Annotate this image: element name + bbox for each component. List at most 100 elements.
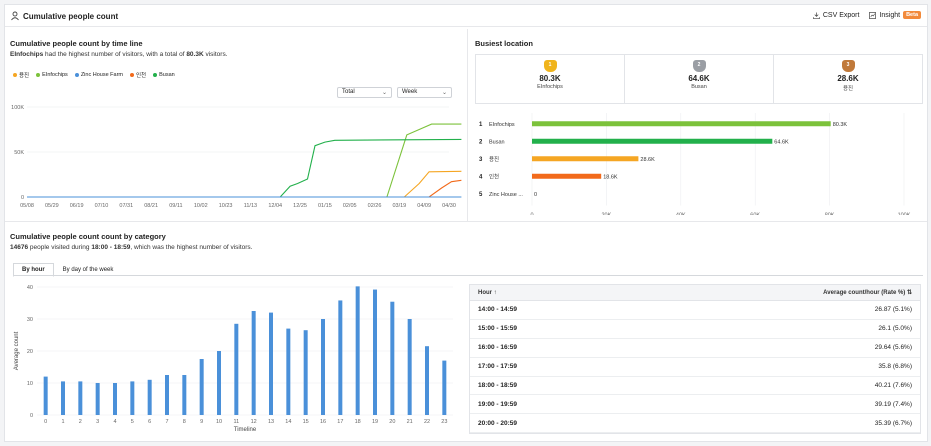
legend-dot [36, 73, 41, 77]
legend-item[interactable]: 인천 [130, 71, 146, 79]
aggregate-select-value: Total [342, 89, 355, 95]
timeline-subtitle: EInfochips had the highest number of vis… [10, 51, 228, 58]
x-tick-label: 07/31 [119, 203, 133, 209]
x-tick-label: 12/25 [293, 203, 307, 209]
x-tick-label: 10/02 [194, 203, 208, 209]
y-tick-label: 30 [27, 317, 33, 323]
x-tick-label: 15 [303, 419, 309, 425]
hour-bar [95, 383, 100, 415]
legend-dot [153, 73, 158, 77]
y-tick-label: 0 [30, 413, 33, 419]
timeline-top-value: 80.3K [186, 51, 204, 58]
busiest-title: Busiest location [475, 39, 533, 48]
x-tick-label: 40K [676, 213, 686, 216]
hour-bar [269, 312, 273, 415]
divider [467, 29, 468, 221]
rank-value: 28.6K [837, 74, 859, 83]
table-row: 20:00 - 20:59 35.39 (6.7%) [470, 414, 920, 434]
sort-icon: ⇅ [906, 290, 912, 296]
legend-item[interactable]: 용진 [13, 71, 29, 79]
x-tick-label: 13 [268, 419, 274, 425]
x-tick-label: 21 [407, 419, 413, 425]
x-tick-label: 7 [165, 419, 168, 425]
x-tick-label: 3 [96, 419, 99, 425]
tab-by-hour[interactable]: By hour [13, 263, 54, 277]
interval-select[interactable]: Week ⌄ [397, 87, 452, 98]
aggregate-select[interactable]: Total ⌄ [337, 87, 392, 98]
table-row: 15:00 - 15:59 26.1 (5.0%) [470, 320, 920, 339]
column-header-hour[interactable]: Hour ↑ [478, 290, 497, 296]
location-label: 용진 [489, 155, 499, 163]
x-tick-label: 4 [113, 419, 116, 425]
hour-cell: 17:00 - 17:59 [478, 363, 518, 371]
column-header-average[interactable]: Average count/hour (Rate %) ⇅ [823, 289, 912, 296]
x-tick-label: 80K [825, 213, 835, 216]
category-title: Cumulative people count count by categor… [10, 232, 166, 241]
insight-label: Insight [879, 11, 901, 19]
location-label: 인천 [489, 172, 499, 180]
legend-item[interactable]: EInfochips [36, 71, 68, 79]
x-tick-label: 0 [44, 419, 47, 425]
x-tick-label: 02/26 [368, 203, 382, 209]
timeline-subtitle-end: visitors. [203, 51, 228, 58]
rank-location: 용진 [842, 86, 854, 92]
rank-number: 4 [479, 174, 483, 180]
x-tick-label: 01/15 [318, 203, 332, 209]
hour-bar [234, 323, 239, 415]
bar-value-label: 28.6K [640, 157, 655, 163]
insight-icon [869, 11, 877, 19]
average-cell: 26.1 (5.0%) [878, 325, 912, 333]
csv-export-label: CSV Export [822, 11, 860, 19]
category-top-time: 18:00 - 18:59 [91, 244, 131, 251]
legend-label: 용진 [19, 73, 30, 79]
legend-item[interactable]: Zinc House Farm [74, 71, 123, 79]
x-tick-label: 04/30 [442, 203, 456, 209]
y-tick-label: 100K [11, 105, 24, 111]
bar-value-label: 18.6K [603, 174, 618, 180]
hour-bar [251, 311, 256, 415]
divider [5, 221, 927, 222]
location-bar [532, 173, 602, 179]
average-cell: 29.64 (5.6%) [874, 344, 912, 352]
x-tick-label: 09/11 [169, 203, 182, 209]
panel-header: Cumulative people count CSV Export Insig… [5, 5, 927, 27]
column-header-hour-label: Hour [478, 289, 492, 296]
legend-label: Busan [159, 72, 175, 78]
people-count-icon [11, 11, 19, 21]
x-tick-label: 9 [200, 419, 203, 425]
x-tick-label: 19 [372, 419, 378, 425]
table-header: Hour ↑ Average count/hour (Rate %) ⇅ [470, 285, 920, 301]
table-row: 18:00 - 18:59 40.21 (7.6%) [470, 377, 920, 396]
insight-button[interactable]: Insight Beta [869, 11, 921, 19]
hour-cell: 15:00 - 15:59 [478, 325, 518, 333]
x-tick-label: 0 [530, 213, 533, 216]
hour-bar [113, 383, 117, 415]
tab-by-day-of-week[interactable]: By day of the week [62, 267, 114, 273]
location-bar [532, 121, 831, 127]
page-title: Cumulative people count [23, 12, 119, 21]
hour-bar [182, 375, 187, 415]
x-tick-label: 08/21 [144, 203, 158, 209]
hourly-table: Hour ↑ Average count/hour (Rate %) ⇅ 14:… [469, 284, 921, 434]
trophy-icon: 2 [692, 60, 706, 72]
hour-bar [147, 379, 152, 415]
csv-export-button[interactable]: CSV Export [812, 11, 860, 19]
download-icon [812, 11, 820, 19]
hour-bar [43, 376, 48, 415]
legend-item[interactable]: Busan [153, 71, 175, 79]
legend-label: 인천 [136, 73, 147, 79]
location-bar [532, 156, 639, 162]
table-row: 14:00 - 14:59 26.87 (5.1%) [470, 301, 920, 320]
busiest-cards: 1 80.3K EInfochips 2 64.6K Busan 3 28.6K… [475, 54, 923, 104]
x-axis-title: Timeline [234, 427, 257, 433]
rank-number: 1 [479, 122, 483, 128]
hour-bar [355, 286, 360, 415]
table-row: 16:00 - 16:59 29.64 (5.6%) [470, 339, 920, 358]
timeline-subtitle-text: had the highest number of visitors, with… [43, 51, 187, 58]
hour-bar [199, 359, 204, 415]
x-tick-label: 07/10 [95, 203, 109, 209]
x-tick-label: 11/13 [244, 203, 257, 209]
rank-card: 2 64.6K Busan [625, 55, 774, 103]
y-tick-label: 0 [21, 195, 24, 201]
chevron-down-icon: ⌄ [381, 90, 387, 96]
